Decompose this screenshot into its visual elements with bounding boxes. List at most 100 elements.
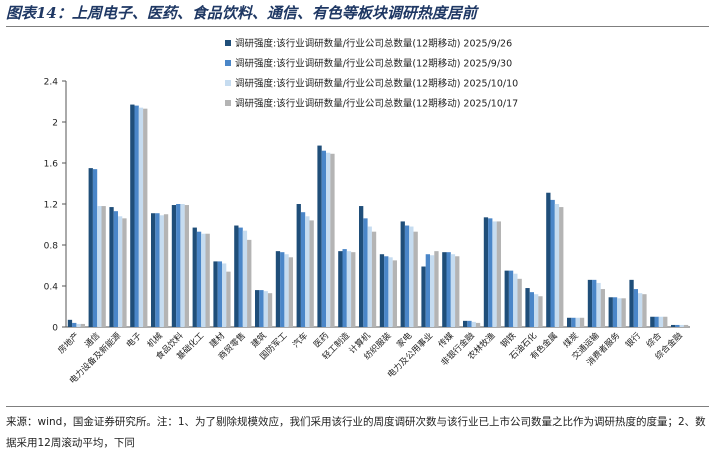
- bar-1: [130, 104, 135, 327]
- bar-4: [663, 316, 668, 327]
- bar-3: [201, 233, 206, 327]
- bar-4: [330, 153, 335, 327]
- bar-1: [546, 192, 551, 327]
- bar-4: [371, 231, 377, 327]
- bar-4: [475, 322, 481, 327]
- bar-1: [608, 297, 613, 327]
- bar-2: [321, 150, 326, 327]
- bar-3: [305, 216, 310, 327]
- bar-2: [592, 279, 597, 327]
- legend-swatch: [225, 80, 231, 86]
- bar-1: [442, 252, 447, 327]
- bar-3: [242, 230, 248, 327]
- bar-3: [638, 293, 643, 327]
- bar-2: [113, 211, 118, 327]
- bar-2: [72, 322, 77, 327]
- bar-1: [525, 288, 530, 327]
- legend-swatch: [225, 40, 231, 46]
- bar-4: [683, 324, 689, 327]
- figure-title: 图表14：上周电子、医药、食品饮料、通信、有色等板块调研热度居前: [6, 4, 477, 22]
- bar-3: [263, 291, 268, 327]
- bar-3: [284, 254, 289, 327]
- bar-4: [579, 317, 585, 327]
- bar-2: [467, 320, 472, 327]
- bar-4: [434, 251, 439, 327]
- bar-4: [517, 278, 522, 327]
- bar-3: [430, 255, 435, 327]
- bar-4: [309, 220, 314, 327]
- bar-2: [259, 290, 264, 327]
- bar-3: [409, 226, 414, 327]
- bar-3: [554, 204, 560, 327]
- bar-3: [450, 254, 456, 327]
- bar-4: [351, 252, 356, 327]
- bar-2: [280, 252, 285, 327]
- bar-1: [359, 206, 364, 327]
- bar-4: [288, 257, 293, 327]
- bar-1: [192, 227, 197, 327]
- y-tick-label: 0: [52, 324, 58, 334]
- bar-3: [575, 317, 580, 327]
- bar-2: [384, 256, 389, 327]
- bar-1: [400, 221, 405, 327]
- bar-4: [247, 239, 252, 327]
- bar-2: [176, 204, 181, 327]
- y-tick-label: 2: [52, 119, 58, 129]
- bar-1: [255, 290, 260, 327]
- bar-2: [425, 254, 430, 327]
- y-tick-label: 1.2: [44, 201, 58, 211]
- bar-2: [571, 317, 576, 327]
- bar-2: [404, 225, 410, 327]
- bar-1: [650, 316, 655, 327]
- legend-swatch: [225, 60, 231, 66]
- bar-4: [621, 298, 626, 327]
- bar-1: [317, 145, 322, 327]
- bar-2: [675, 324, 680, 327]
- bar-1: [567, 317, 572, 327]
- bar-4: [392, 260, 397, 327]
- bar-4: [600, 289, 605, 327]
- bar-1: [275, 251, 281, 327]
- x-tick-label: 电子: [124, 330, 144, 350]
- bar-4: [143, 108, 148, 327]
- bar-4: [455, 256, 460, 327]
- bar-4: [642, 294, 647, 327]
- bar-1: [213, 261, 218, 327]
- bar-4: [559, 207, 564, 327]
- bar-1: [421, 266, 426, 327]
- bar-3: [222, 263, 227, 327]
- bar-3: [388, 257, 393, 327]
- bar-1: [88, 168, 93, 327]
- bar-2: [342, 249, 347, 327]
- bar-3: [326, 152, 331, 327]
- bar-3: [180, 204, 185, 327]
- bar-1: [171, 205, 177, 327]
- legend-label: 调研强度:该行业调研数量/行业公司总数量(12期移动) 2025/9/30: [235, 58, 512, 70]
- bar-2: [488, 218, 493, 327]
- bar-4: [101, 206, 106, 327]
- bar-2: [238, 227, 243, 327]
- source-footnote: 来源：wind，国金证券研究所。注：1、为了剔除规模效应，我们采用该行业的周度调…: [6, 416, 706, 449]
- bar-4: [80, 323, 85, 327]
- bar-4: [163, 214, 169, 327]
- bar-1: [671, 324, 676, 327]
- bar-1: [109, 207, 114, 327]
- x-tick-label: 汽车: [291, 330, 311, 350]
- bar-2: [196, 231, 202, 327]
- x-tick-label: 房地产: [56, 330, 82, 356]
- bar-2: [217, 261, 222, 327]
- legend-label: 调研强度:该行业调研数量/行业公司总数量(12期移动) 2025/10/10: [235, 78, 518, 90]
- bar-3: [118, 216, 123, 327]
- bar-4: [538, 296, 543, 327]
- bar-2: [92, 169, 98, 327]
- bar-3: [159, 215, 164, 327]
- bar-3: [346, 251, 352, 327]
- bar-2: [363, 218, 368, 327]
- bar-1: [629, 279, 634, 327]
- bar-4: [413, 231, 418, 327]
- bar-3: [596, 282, 601, 327]
- bar-2: [300, 212, 306, 327]
- bar-1: [151, 213, 156, 327]
- bar-3: [492, 221, 497, 327]
